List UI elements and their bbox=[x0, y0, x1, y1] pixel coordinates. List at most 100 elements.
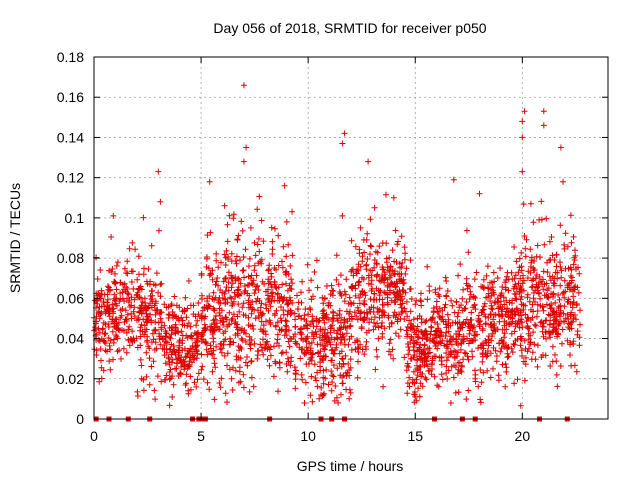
data-point bbox=[148, 363, 155, 370]
data-point bbox=[210, 338, 217, 345]
data-point bbox=[445, 316, 452, 323]
data-point bbox=[154, 373, 161, 380]
data-point bbox=[194, 376, 201, 383]
data-point bbox=[169, 356, 176, 363]
data-point bbox=[361, 298, 368, 304]
data-point bbox=[106, 305, 113, 312]
data-point bbox=[132, 246, 139, 253]
data-point bbox=[313, 257, 320, 264]
data-point bbox=[527, 246, 534, 253]
data-point bbox=[422, 319, 429, 325]
data-point bbox=[242, 359, 249, 366]
data-point bbox=[135, 253, 142, 260]
data-point bbox=[549, 343, 556, 350]
data-point bbox=[400, 276, 407, 283]
data-point bbox=[101, 338, 108, 345]
data-point bbox=[118, 355, 124, 362]
data-point bbox=[304, 261, 311, 268]
data-point bbox=[364, 256, 371, 262]
data-point bbox=[252, 252, 259, 259]
data-point bbox=[125, 326, 132, 333]
data-point bbox=[254, 241, 261, 248]
data-point bbox=[503, 320, 510, 326]
outlier-point bbox=[328, 387, 335, 394]
data-point bbox=[447, 322, 454, 329]
data-point bbox=[443, 370, 450, 377]
data-point bbox=[269, 238, 276, 245]
data-point bbox=[133, 292, 140, 299]
data-point bbox=[161, 352, 168, 359]
data-point bbox=[371, 257, 378, 263]
data-point bbox=[515, 269, 522, 276]
data-point bbox=[532, 356, 539, 363]
data-point bbox=[342, 370, 349, 377]
y-tick-label: 0.08 bbox=[57, 250, 84, 266]
data-point bbox=[177, 369, 184, 376]
data-point bbox=[116, 298, 123, 305]
outlier-point bbox=[283, 218, 290, 225]
data-point bbox=[355, 279, 362, 286]
data-point bbox=[247, 224, 254, 231]
data-point bbox=[403, 265, 410, 272]
outlier-point bbox=[519, 118, 526, 125]
outlier-point bbox=[560, 178, 566, 185]
data-point bbox=[333, 276, 340, 283]
outlier-point bbox=[339, 212, 346, 219]
data-point bbox=[498, 345, 505, 352]
data-point bbox=[321, 295, 328, 301]
data-point bbox=[130, 285, 137, 292]
data-point bbox=[99, 326, 106, 333]
data-point bbox=[152, 300, 159, 307]
data-point bbox=[158, 319, 165, 326]
data-point bbox=[102, 330, 109, 337]
data-point bbox=[313, 377, 320, 384]
data-point bbox=[414, 356, 421, 363]
data-point bbox=[171, 349, 178, 355]
data-point bbox=[183, 314, 190, 321]
data-point bbox=[426, 345, 433, 352]
data-point bbox=[258, 217, 265, 224]
data-point bbox=[520, 358, 527, 365]
data-point bbox=[497, 265, 504, 272]
data-point bbox=[545, 285, 552, 292]
data-point bbox=[266, 317, 273, 324]
data-point bbox=[502, 361, 509, 367]
data-point bbox=[271, 225, 278, 232]
data-point bbox=[429, 314, 436, 321]
data-point bbox=[126, 342, 133, 349]
data-point bbox=[307, 306, 314, 313]
data-point bbox=[272, 310, 278, 317]
data-point bbox=[527, 339, 534, 346]
data-point bbox=[465, 356, 472, 363]
data-point bbox=[222, 390, 229, 397]
data-point bbox=[337, 340, 344, 346]
data-point bbox=[406, 317, 413, 324]
data-point bbox=[94, 300, 101, 307]
data-point bbox=[572, 252, 579, 259]
data-point bbox=[244, 362, 251, 369]
data-point bbox=[433, 298, 440, 305]
data-point bbox=[465, 340, 472, 347]
data-point bbox=[334, 335, 341, 342]
data-point bbox=[463, 396, 470, 403]
data-point bbox=[538, 198, 545, 205]
data-point bbox=[250, 326, 257, 332]
data-point bbox=[151, 347, 158, 353]
data-point bbox=[541, 241, 548, 248]
data-point bbox=[157, 293, 164, 300]
data-point bbox=[112, 295, 119, 302]
data-point bbox=[572, 283, 579, 290]
data-point bbox=[502, 279, 509, 286]
data-point bbox=[368, 281, 375, 288]
data-point bbox=[357, 341, 364, 348]
data-point bbox=[455, 272, 462, 279]
data-point bbox=[463, 299, 470, 305]
data-point bbox=[300, 336, 306, 343]
data-point bbox=[187, 345, 194, 352]
data-point bbox=[347, 356, 354, 363]
data-point bbox=[226, 366, 233, 373]
data-point bbox=[112, 300, 119, 307]
data-point bbox=[376, 296, 383, 303]
data-point bbox=[554, 383, 561, 390]
data-point bbox=[138, 302, 145, 309]
